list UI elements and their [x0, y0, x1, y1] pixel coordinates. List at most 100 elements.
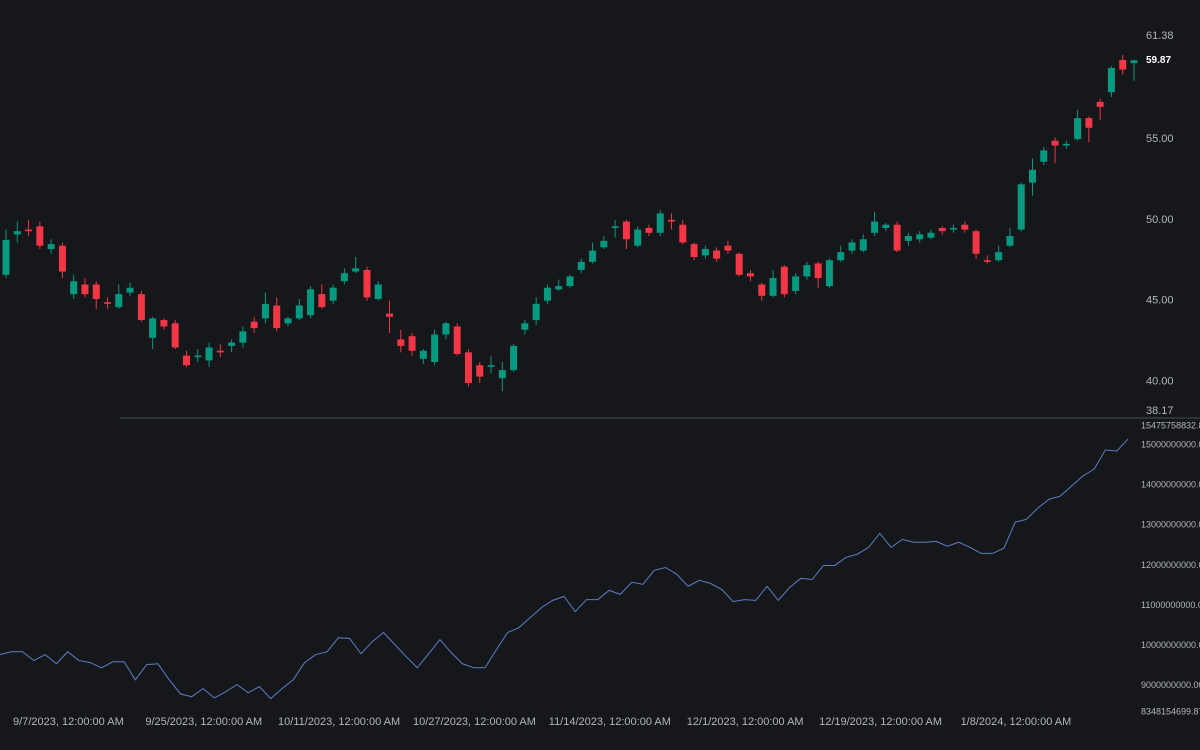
candle-body	[1085, 118, 1093, 128]
candle-body	[36, 226, 44, 246]
candle-body	[329, 287, 337, 301]
x-tick-label: 12/1/2023, 12:00:00 AM	[687, 716, 804, 728]
candle-body	[419, 350, 427, 359]
candle-body	[950, 227, 958, 230]
candle-body	[961, 224, 969, 230]
candle-body	[250, 321, 258, 329]
candle-body	[521, 323, 529, 330]
candle-body	[126, 287, 134, 293]
x-tick-label: 1/8/2024, 12:00:00 AM	[961, 716, 1072, 728]
candle-body	[295, 305, 303, 319]
candle-body	[995, 252, 1003, 261]
candle-body	[397, 339, 405, 346]
candle-body	[307, 289, 315, 316]
candle-body	[1028, 169, 1036, 183]
candle-body	[611, 226, 619, 228]
candle-body	[543, 287, 551, 301]
candle-body	[1074, 118, 1082, 140]
y-range-max: 15475758832.86	[1141, 420, 1200, 430]
candle-body	[408, 336, 416, 351]
candle-body	[510, 345, 518, 371]
candle-body	[634, 229, 642, 246]
candle-body	[363, 269, 371, 298]
candle-body	[81, 284, 89, 295]
candle-body	[769, 278, 777, 296]
y-tick-label: 55.00	[1146, 133, 1174, 145]
candle-body	[1051, 140, 1059, 146]
y-tick-label: 10000000000.00	[1141, 640, 1200, 650]
candle-body	[476, 365, 484, 377]
x-tick-label: 11/14/2023, 12:00:00 AM	[549, 716, 671, 728]
candle-body	[194, 355, 202, 358]
candle-body	[983, 260, 991, 262]
candle-body	[137, 294, 145, 321]
candle-body	[589, 250, 597, 262]
candle-body	[927, 232, 935, 238]
candle-body	[600, 240, 608, 248]
candle-body	[70, 281, 78, 295]
candle-body	[374, 284, 382, 300]
y-tick-label: 11000000000.00	[1141, 600, 1200, 610]
y-range-max: 61.38	[1146, 30, 1174, 42]
candle-body	[792, 276, 800, 291]
candle-body	[115, 294, 123, 308]
candle-body	[690, 244, 698, 258]
candle-body	[58, 245, 66, 272]
candle-body	[160, 320, 168, 327]
candle-body	[431, 334, 439, 363]
candle-body	[577, 261, 585, 270]
candle-body	[104, 302, 112, 304]
candle-body	[1062, 143, 1070, 146]
x-tick-label: 10/27/2023, 12:00:00 AM	[413, 716, 536, 728]
last-price-label: 59.87	[1146, 55, 1171, 66]
candle-body	[780, 266, 788, 295]
candle-body	[668, 219, 676, 222]
candle-body	[92, 284, 100, 300]
candle-body	[713, 250, 721, 259]
candle-body	[1040, 150, 1048, 162]
y-tick-label: 45.00	[1146, 295, 1174, 307]
candle-body	[442, 323, 450, 335]
candle-body	[859, 239, 867, 251]
candle-body	[273, 305, 281, 329]
x-tick-label: 12/19/2023, 12:00:00 AM	[819, 716, 942, 728]
candle-body	[622, 221, 630, 240]
candle-body	[47, 244, 55, 249]
candle-body	[205, 347, 213, 361]
candle-body	[735, 253, 743, 275]
y-tick-label: 13000000000.00	[1141, 520, 1200, 530]
candle-body	[893, 224, 901, 251]
candle-body	[182, 355, 190, 366]
candle-body	[2, 239, 10, 275]
y-tick-label: 14000000000.00	[1141, 480, 1200, 490]
candle-body	[566, 276, 574, 287]
candle-body	[972, 231, 980, 254]
candle-body	[453, 326, 461, 354]
candle-body	[882, 224, 890, 228]
y-tick-label: 50.00	[1146, 214, 1174, 226]
candle-body	[814, 263, 822, 279]
candle-body	[1096, 101, 1104, 107]
candle-body	[13, 231, 21, 235]
candle-body	[656, 213, 664, 233]
candle-body	[284, 318, 292, 324]
y-range-min: 38.17	[1146, 405, 1174, 417]
candle-body	[171, 323, 179, 348]
candle-body	[758, 284, 766, 296]
candle-body	[1130, 60, 1138, 64]
candle-body	[825, 260, 833, 287]
x-tick-label: 9/25/2023, 12:00:00 AM	[145, 716, 262, 728]
candle-body	[386, 313, 394, 317]
candle-body	[352, 268, 360, 272]
candle-body	[555, 286, 563, 290]
candle-body	[498, 370, 506, 379]
candle-body	[25, 229, 33, 232]
candle-body	[645, 227, 653, 233]
candle-body	[487, 365, 495, 367]
candle-body	[228, 342, 236, 346]
candle-body	[904, 236, 912, 241]
x-tick-label: 10/11/2023, 12:00:00 AM	[278, 716, 400, 728]
candle-body	[340, 273, 348, 282]
